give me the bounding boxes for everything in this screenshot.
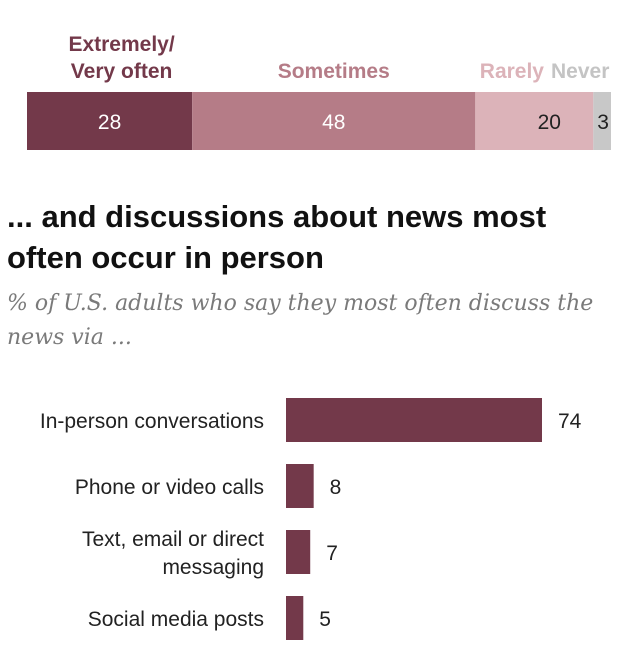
stacked-value-label: 48 [322, 111, 345, 134]
bar-social-media-posts [286, 596, 304, 640]
bar-value-label: 8 [330, 476, 342, 499]
category-label-phone-or-video-calls: Phone or video calls [75, 476, 264, 499]
stacked-value-label: 20 [538, 111, 561, 134]
stacked-legend: Extremely/Very often Sometimes Rarely Never [68, 33, 609, 83]
stacked-value-label: 3 [597, 111, 609, 134]
chart-subtitle: % of U.S. adults who say they most often… [7, 291, 594, 350]
stacked-bar-chart: Extremely/Very often Sometimes Rarely Never… [27, 33, 611, 150]
legend-label-extremely-very-often: Extremely/Very often [68, 33, 174, 83]
bar-in-person-conversations [286, 398, 542, 442]
category-label-in-person-conversations: In-person conversations [40, 410, 264, 433]
bar-value-label: 7 [326, 542, 338, 565]
stacked-bar: 28 48 20 3 [27, 92, 611, 150]
legend-label-sometimes: Sometimes [278, 60, 390, 83]
category-label-social-media-posts: Social media posts [88, 608, 264, 631]
stacked-segment-extremely-very-often [27, 92, 193, 150]
legend-label-rarely: Rarely [480, 60, 545, 83]
category-label-text-email-or-direct-messaging: Text, email or direct messaging [82, 528, 264, 579]
stacked-segment-sometimes [192, 92, 476, 150]
bar-value-label: 74 [558, 410, 582, 433]
stacked-segment-rarely [475, 92, 594, 150]
bar-text-email-or-direct-messaging [286, 530, 311, 574]
stacked-segment-never [593, 92, 611, 150]
horizontal-bar-chart: 74 In-person conversations 8 Phone or video… [40, 398, 582, 640]
legend-label-never: Never [551, 60, 609, 83]
stacked-value-label: 28 [98, 111, 121, 134]
bar-phone-or-video-calls [286, 464, 314, 508]
chart-title: ... and discussions about news most ofte… [7, 199, 547, 275]
bar-value-label: 5 [319, 608, 331, 631]
